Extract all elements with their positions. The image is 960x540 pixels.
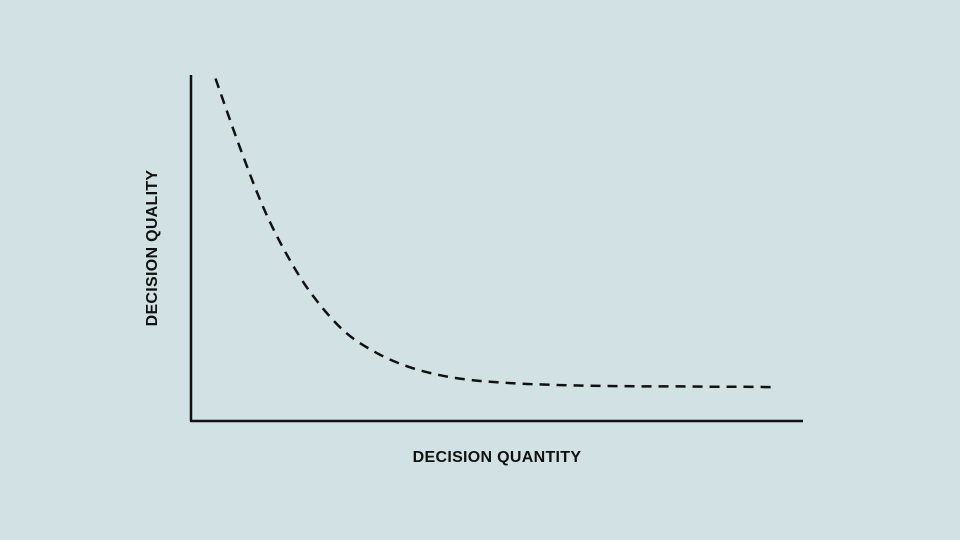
y-axis-label: DECISION QUALITY: [144, 170, 161, 327]
series-line-0: [214, 78, 773, 389]
series-layer: [214, 78, 773, 389]
x-axis-label: DECISION QUANTITY: [413, 449, 582, 466]
